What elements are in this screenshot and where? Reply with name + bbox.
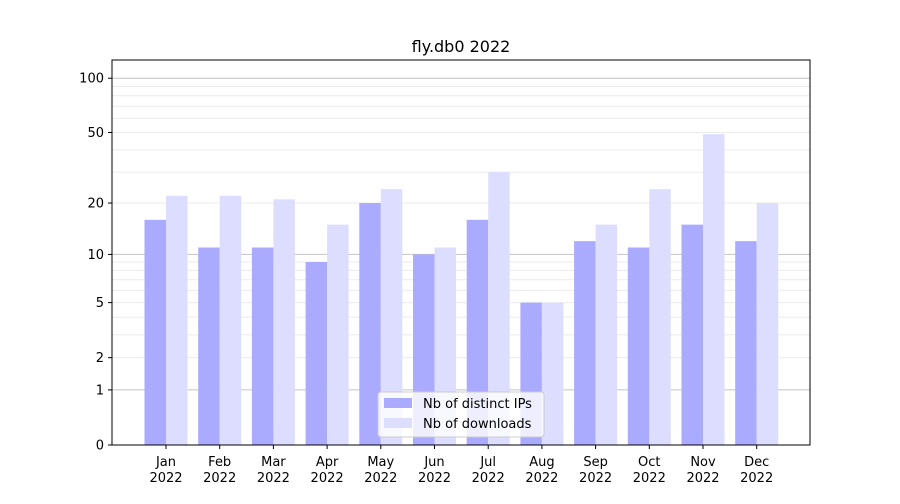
y-tick-label: 50 <box>87 126 104 141</box>
bar-distinct-ips <box>681 224 703 445</box>
legend-label: Nb of downloads <box>423 417 532 432</box>
x-tick-label: Sep 2022 <box>579 455 612 486</box>
x-tick-label: Mar 2022 <box>257 455 290 486</box>
bar-downloads <box>219 195 242 445</box>
bar-downloads <box>595 224 618 445</box>
x-tick-label: Jun 2022 <box>418 455 451 486</box>
legend-swatch <box>384 418 412 428</box>
y-tick-label: 0 <box>96 439 104 454</box>
x-tick-label: Dec 2022 <box>740 455 773 486</box>
chart-title: fly.db0 2022 <box>412 37 511 56</box>
bar-downloads <box>273 199 295 445</box>
x-tick-label: Feb 2022 <box>203 455 236 486</box>
x-tick-label: Jul 2022 <box>472 455 505 486</box>
y-tick-label: 1 <box>96 383 104 398</box>
x-tick-label: Apr 2022 <box>311 455 344 486</box>
legend-swatch <box>384 398 412 408</box>
y-tick-label: 100 <box>79 72 104 87</box>
bar-downloads <box>541 302 564 445</box>
bar-downloads <box>488 172 510 445</box>
bar-downloads <box>703 134 725 445</box>
y-tick-label: 10 <box>87 248 104 263</box>
bar-distinct-ips <box>359 203 381 445</box>
bar-distinct-ips <box>251 247 274 445</box>
bar-distinct-ips <box>466 219 489 445</box>
x-tick-label: Oct 2022 <box>633 455 666 486</box>
bar-distinct-ips <box>305 261 328 445</box>
bar-distinct-ips <box>144 219 166 445</box>
bar-downloads <box>327 224 349 445</box>
legend: Nb of distinct IPs Nb of downloads <box>377 391 545 438</box>
x-tick-label: Nov 2022 <box>686 455 719 486</box>
bar-downloads <box>649 189 671 445</box>
x-tick-label: Jan 2022 <box>149 455 182 486</box>
bar-downloads <box>380 189 403 445</box>
x-tick-label: Aug 2022 <box>525 455 558 486</box>
bar-distinct-ips <box>735 241 757 445</box>
plot-frame <box>111 59 811 446</box>
legend-box <box>377 391 545 438</box>
bar-distinct-ips <box>574 241 596 445</box>
bar-distinct-ips <box>198 247 220 445</box>
y-tick-label: 5 <box>96 296 104 311</box>
bar-distinct-ips <box>627 247 650 445</box>
bar-downloads <box>166 195 188 445</box>
bar-downloads <box>756 203 779 445</box>
y-tick-label: 2 <box>96 351 104 366</box>
y-tick-label: 20 <box>87 197 104 212</box>
legend-label: Nb of distinct IPs <box>423 397 532 412</box>
x-tick-label: May 2022 <box>364 455 397 486</box>
